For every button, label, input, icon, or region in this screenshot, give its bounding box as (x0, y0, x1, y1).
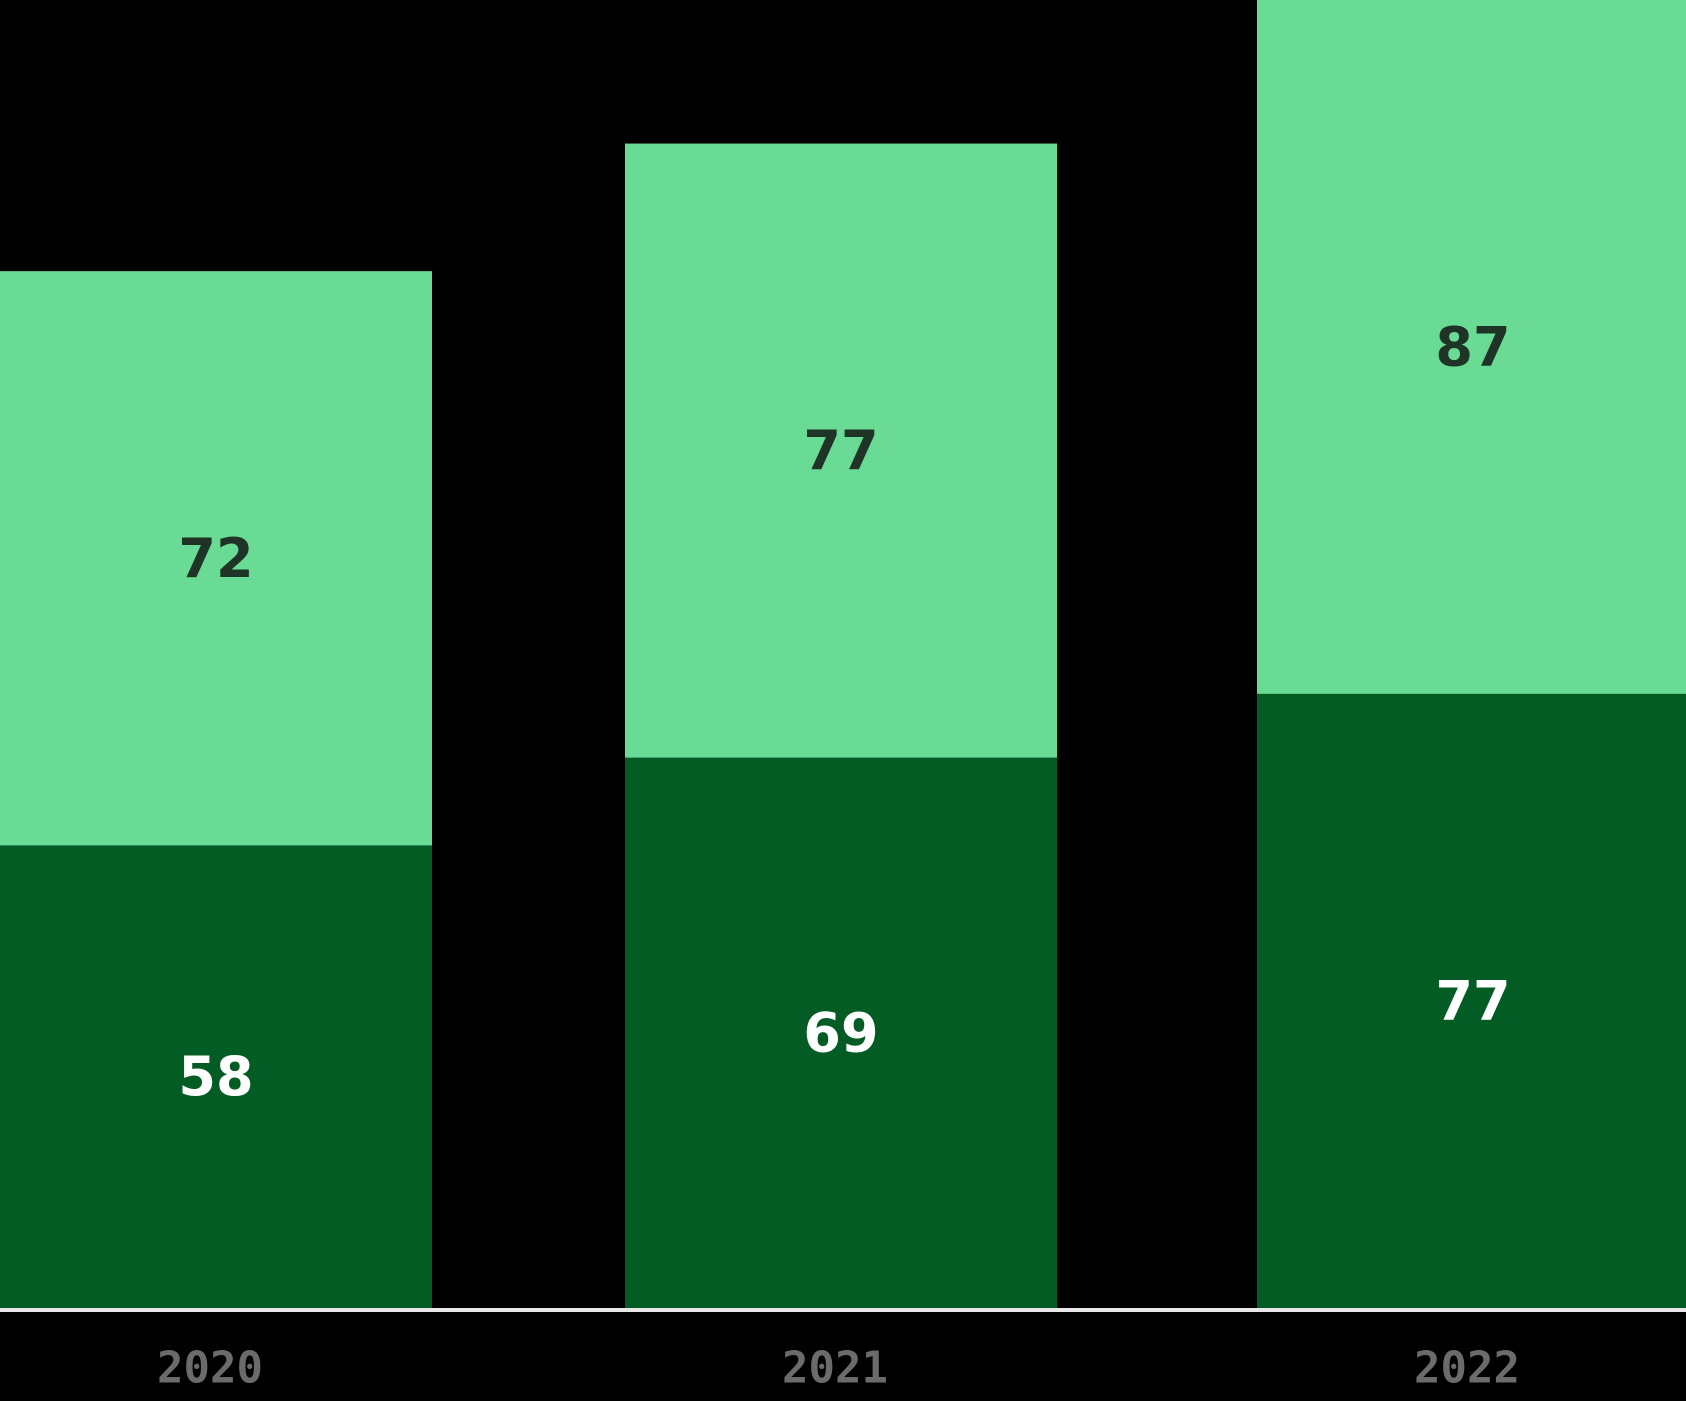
data-label-2020-series-1: 58 (178, 1045, 253, 1108)
bar-segment-2022-series-1 (1257, 693, 1686, 1308)
data-label-2021-series-1: 69 (803, 1001, 878, 1064)
data-label-2020-series-2: 72 (178, 527, 253, 590)
x-tick-label-2020: 2020 (157, 1343, 263, 1394)
bar-segment-2021-series-1 (625, 757, 1057, 1308)
bar-segment-2020-series-2 (0, 271, 432, 846)
value-labels-group: 58 72 69 77 77 87 (178, 315, 1510, 1108)
data-label-2021-series-2: 77 (803, 419, 878, 482)
x-tick-label-2022: 2022 (1414, 1343, 1520, 1394)
bar-segment-2021-series-2 (625, 143, 1057, 758)
x-tick-labels-group: 2020 2021 2022 (157, 1343, 1520, 1394)
x-tick-label-2021: 2021 (782, 1343, 888, 1394)
bars-group (0, 0, 1686, 1308)
data-label-2022-series-1: 77 (1435, 969, 1510, 1032)
data-label-2022-series-2: 87 (1435, 315, 1510, 378)
bar-segment-2020-series-1 (0, 845, 432, 1308)
bar-segment-2022-series-2 (1257, 0, 1686, 694)
